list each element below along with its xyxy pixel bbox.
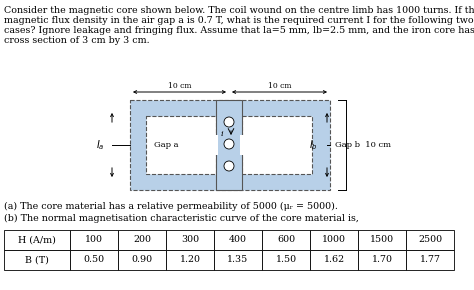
Text: 0.50: 0.50 [83,255,105,264]
Bar [358,250,406,270]
Text: 2500: 2500 [418,235,442,244]
Text: 200: 200 [133,235,151,244]
Text: 600: 600 [277,235,295,244]
Bar [310,230,358,250]
Bar [130,100,330,190]
Text: B (T): B (T) [25,255,49,264]
Text: 1500: 1500 [370,235,394,244]
Text: Gap a: Gap a [154,141,179,149]
Bar [118,250,166,270]
Bar [118,230,166,250]
Text: Consider the magnetic core shown below. The coil wound on the centre limb has 10: Consider the magnetic core shown below. … [4,6,474,15]
Text: (b) The normal magnetisation characteristic curve of the core material is,: (b) The normal magnetisation characteris… [4,214,359,223]
Text: (a) The core material has a relative permeability of 5000 (μᵣ = 5000).: (a) The core material has a relative per… [4,202,338,211]
Circle shape [224,139,234,149]
Text: 100: 100 [85,235,103,244]
Text: H (A/m): H (A/m) [18,235,56,244]
Bar [166,250,214,270]
Bar [4,250,70,270]
Bar [262,250,310,270]
Text: $I_a$: $I_a$ [96,138,104,152]
Text: Gap b  10 cm: Gap b 10 cm [335,141,391,149]
Text: 1.20: 1.20 [180,255,201,264]
Bar [310,250,358,270]
Bar [214,230,262,250]
Text: 0.90: 0.90 [131,255,153,264]
Bar [216,100,242,190]
Circle shape [224,161,234,171]
Text: 10 cm: 10 cm [268,82,291,90]
Bar [4,230,70,250]
Bar [70,250,118,270]
Text: magnetic flux density in the air gap a is 0.7 T, what is the required current I : magnetic flux density in the air gap a i… [4,16,474,25]
Text: $I_b$: $I_b$ [309,138,318,152]
Text: 1.35: 1.35 [228,255,249,264]
Bar [70,230,118,250]
Text: 400: 400 [229,235,247,244]
Text: 1.62: 1.62 [323,255,345,264]
Text: i: i [221,130,224,138]
Bar [242,116,312,174]
Text: 10 cm: 10 cm [168,82,191,90]
Bar [166,230,214,250]
Bar [240,135,245,155]
Bar [213,135,218,155]
Text: 1.77: 1.77 [419,255,440,264]
Text: 1.50: 1.50 [275,255,297,264]
Bar [146,116,216,174]
Text: 1.70: 1.70 [372,255,392,264]
Text: cross section of 3 cm by 3 cm.: cross section of 3 cm by 3 cm. [4,36,150,45]
Bar [406,230,454,250]
Text: 1000: 1000 [322,235,346,244]
Circle shape [224,117,234,127]
Bar [214,250,262,270]
Text: 300: 300 [181,235,199,244]
Text: cases? Ignore leakage and fringing flux. Assume that la=5 mm, lb=2.5 mm, and the: cases? Ignore leakage and fringing flux.… [4,26,474,35]
Bar [262,230,310,250]
Bar [358,230,406,250]
Bar [406,250,454,270]
